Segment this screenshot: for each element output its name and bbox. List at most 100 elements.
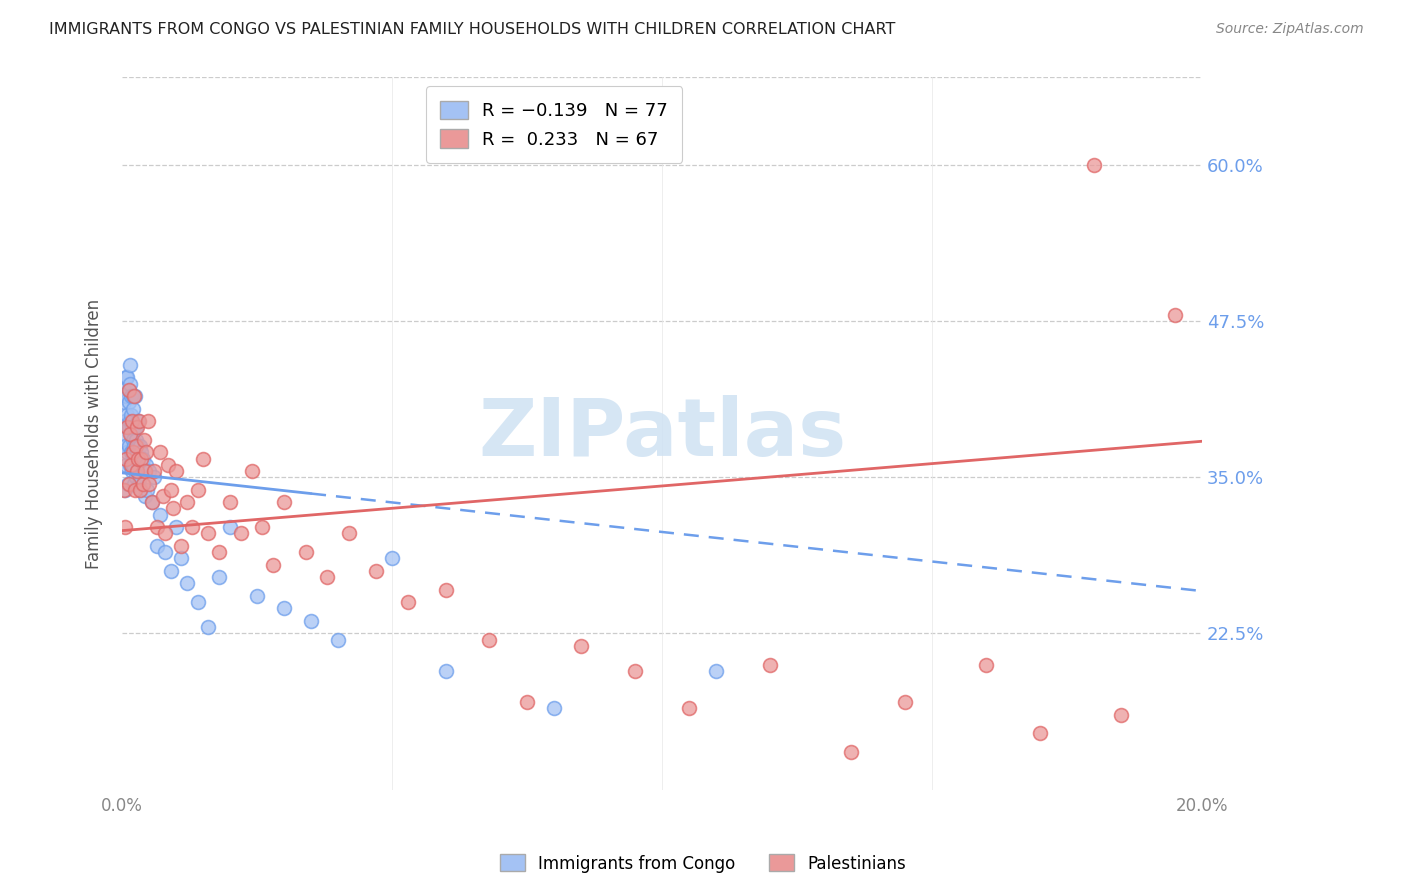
Point [121, 445, 143, 459]
Point [114, 439, 136, 453]
Point [132, 464, 155, 478]
Point [131, 483, 153, 497]
Point [246, 589, 269, 603]
Point [120, 426, 142, 441]
Point [155, 526, 177, 541]
Point [1083, 158, 1105, 172]
Point [156, 458, 179, 472]
Point [129, 470, 152, 484]
Point [181, 520, 204, 534]
Point [197, 620, 219, 634]
Point [364, 564, 387, 578]
Point [112, 395, 135, 409]
Legend: R = −0.139   N = 77, R =  0.233   N = 67: R = −0.139 N = 77, R = 0.233 N = 67 [426, 87, 682, 163]
Point [143, 464, 166, 478]
Point [122, 458, 145, 472]
Point [146, 539, 169, 553]
Point [262, 558, 284, 572]
Point [396, 595, 419, 609]
Point [149, 508, 172, 522]
Point [114, 414, 136, 428]
Point [208, 570, 231, 584]
Point [122, 401, 145, 416]
Point [131, 451, 153, 466]
Point [191, 451, 214, 466]
Point [132, 433, 155, 447]
Point [273, 495, 295, 509]
Point [894, 695, 917, 709]
Point [176, 576, 198, 591]
Point [141, 495, 163, 509]
Point [135, 458, 157, 472]
Point [118, 439, 141, 453]
Point [118, 383, 141, 397]
Point [128, 451, 150, 466]
Point [316, 570, 339, 584]
Point [127, 451, 149, 466]
Point [240, 464, 263, 478]
Point [381, 551, 404, 566]
Point [117, 420, 139, 434]
Point [124, 470, 146, 484]
Point [134, 489, 156, 503]
Point [117, 445, 139, 459]
Point [115, 451, 138, 466]
Point [1109, 707, 1132, 722]
Point [155, 545, 177, 559]
Point [131, 476, 153, 491]
Point [434, 664, 457, 678]
Y-axis label: Family Households with Children: Family Households with Children [86, 299, 103, 568]
Point [136, 414, 159, 428]
Point [124, 433, 146, 447]
Point [569, 639, 592, 653]
Legend: Immigrants from Congo, Palestinians: Immigrants from Congo, Palestinians [494, 847, 912, 880]
Point [219, 495, 242, 509]
Point [120, 458, 142, 472]
Point [120, 376, 142, 391]
Point [129, 445, 152, 459]
Point [118, 395, 141, 409]
Point [219, 520, 242, 534]
Point [299, 614, 322, 628]
Point [124, 483, 146, 497]
Text: IMMIGRANTS FROM CONGO VS PALESTINIAN FAMILY HOUSEHOLDS WITH CHILDREN CORRELATION: IMMIGRANTS FROM CONGO VS PALESTINIAN FAM… [49, 22, 896, 37]
Point [117, 408, 139, 422]
Point [124, 476, 146, 491]
Point [143, 470, 166, 484]
Point [170, 551, 193, 566]
Point [117, 476, 139, 491]
Point [152, 489, 174, 503]
Point [127, 464, 149, 478]
Point [129, 483, 152, 497]
Point [117, 476, 139, 491]
Point [1164, 308, 1187, 322]
Point [134, 464, 156, 478]
Point [120, 426, 142, 441]
Point [124, 439, 146, 453]
Point [141, 495, 163, 509]
Point [124, 439, 146, 453]
Point [1029, 726, 1052, 740]
Point [252, 520, 274, 534]
Point [115, 389, 138, 403]
Point [121, 414, 143, 428]
Point [122, 420, 145, 434]
Point [294, 545, 316, 559]
Point [159, 564, 181, 578]
Point [114, 370, 136, 384]
Point [146, 520, 169, 534]
Point [187, 483, 209, 497]
Point [138, 476, 160, 491]
Point [120, 389, 142, 403]
Point [165, 520, 187, 534]
Point [112, 426, 135, 441]
Point [121, 420, 143, 434]
Text: Source: ZipAtlas.com: Source: ZipAtlas.com [1216, 22, 1364, 37]
Point [678, 701, 700, 715]
Point [127, 439, 149, 453]
Point [326, 632, 349, 647]
Point [127, 420, 149, 434]
Point [125, 445, 148, 459]
Point [159, 483, 181, 497]
Point [121, 464, 143, 478]
